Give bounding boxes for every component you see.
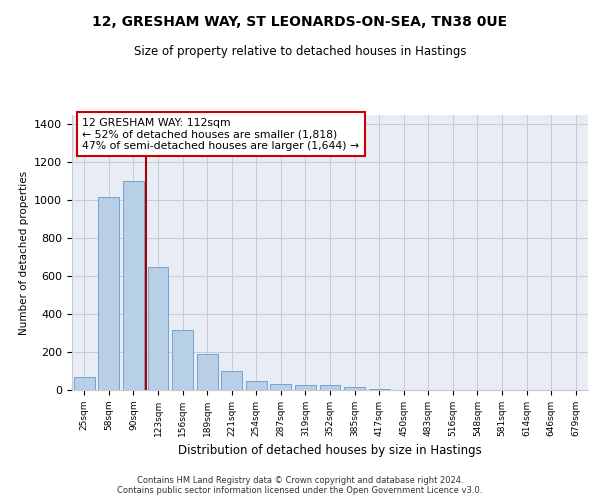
Y-axis label: Number of detached properties: Number of detached properties <box>19 170 29 334</box>
Bar <box>148 266 169 390</box>
Bar <box>344 387 365 390</box>
Text: Contains HM Land Registry data © Crown copyright and database right 2024.
Contai: Contains HM Land Registry data © Crown c… <box>118 476 482 495</box>
X-axis label: Distribution of detached houses by size in Hastings: Distribution of detached houses by size … <box>178 444 482 458</box>
Bar <box>295 386 316 390</box>
Bar <box>123 182 144 390</box>
Text: Size of property relative to detached houses in Hastings: Size of property relative to detached ho… <box>134 45 466 58</box>
Bar <box>221 371 242 390</box>
Bar <box>98 196 119 390</box>
Text: 12 GRESHAM WAY: 112sqm
← 52% of detached houses are smaller (1,818)
47% of semi-: 12 GRESHAM WAY: 112sqm ← 52% of detached… <box>82 118 359 151</box>
Bar <box>246 380 267 390</box>
Bar <box>320 386 340 390</box>
Bar <box>74 376 95 390</box>
Bar <box>271 384 292 390</box>
Bar <box>368 389 389 390</box>
Text: 12, GRESHAM WAY, ST LEONARDS-ON-SEA, TN38 0UE: 12, GRESHAM WAY, ST LEONARDS-ON-SEA, TN3… <box>92 15 508 29</box>
Bar <box>172 330 193 390</box>
Bar <box>197 354 218 390</box>
